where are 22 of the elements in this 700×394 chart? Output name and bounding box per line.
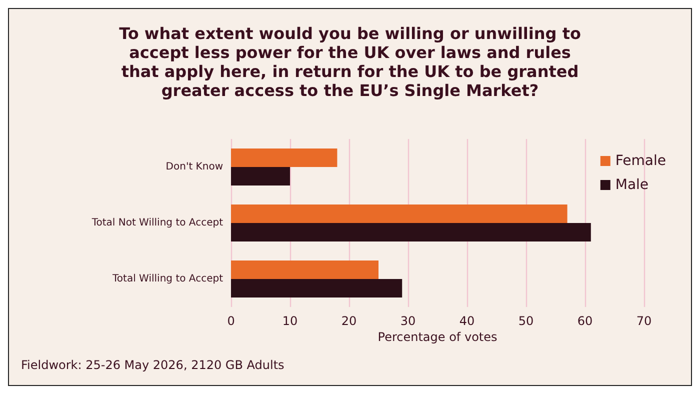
x-tick-label: 70 <box>636 314 652 328</box>
bar <box>231 148 338 167</box>
bar <box>231 167 290 186</box>
y-tick-label: Total Willing to Accept <box>112 274 224 284</box>
x-tick-label: 20 <box>341 314 357 328</box>
y-tick-label: Total Not Willing to Accept <box>90 218 224 228</box>
x-tick-label: 10 <box>282 314 298 328</box>
bar <box>231 223 591 242</box>
chart-title: To what extent would you be willing or unwilling to accept less power for the UK over laws and rules that apply here, in return for the UK to be granted greater access to the EU’s Single Market? <box>119 24 581 100</box>
legend-label: Female <box>615 153 666 169</box>
x-tick-label: 50 <box>518 314 534 328</box>
x-tick-label: 0 <box>227 314 235 328</box>
y-tick-label: Don't Know <box>166 162 223 172</box>
x-tick-label: 60 <box>577 314 593 328</box>
legend-label: Male <box>615 177 649 193</box>
bar <box>231 204 568 223</box>
bar <box>231 279 402 298</box>
x-tick-label: 30 <box>400 314 416 328</box>
x-tick-label: 40 <box>459 314 475 328</box>
text: Fieldwork: 25-26 May 2026, 2120 GB Adults <box>21 358 284 372</box>
x-axis-title: Percentage of votes <box>378 330 498 344</box>
bar <box>231 260 378 279</box>
